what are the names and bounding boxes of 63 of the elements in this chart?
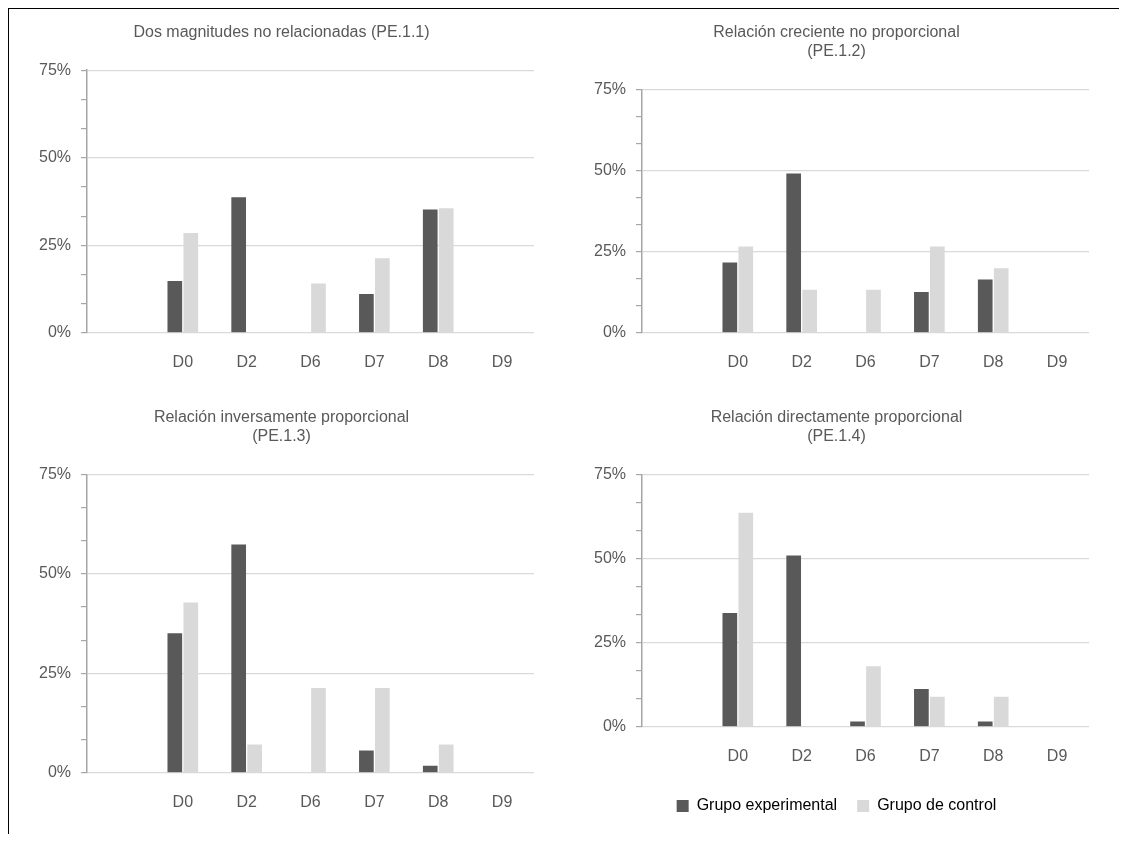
bar	[359, 750, 374, 773]
bar	[231, 197, 247, 333]
x-tick-label: D6	[300, 352, 321, 370]
y-tick-label: 75%	[593, 79, 627, 97]
y-tick-label: 50%	[38, 148, 72, 166]
y-tick-label: 75%	[38, 60, 72, 78]
bar	[786, 173, 802, 333]
y-tick-label: 25%	[593, 633, 627, 651]
x-tick-label: D2	[236, 352, 257, 370]
x-tick-label: D7	[364, 352, 385, 370]
y-tick-label: 50%	[593, 548, 627, 566]
bar	[914, 291, 929, 333]
y-tick-label: 0%	[47, 763, 72, 781]
y-tick-label: 0%	[47, 323, 72, 341]
y-tick-label: 75%	[593, 464, 627, 482]
y-tick-label: 25%	[38, 235, 72, 253]
bar	[914, 689, 929, 727]
x-tick-label: D0	[172, 792, 194, 810]
x-tick-label: D9	[1046, 746, 1068, 764]
x-tick-label: D0	[727, 352, 749, 370]
y-tick-label: 50%	[593, 160, 627, 178]
legend-label: Grupo experimental	[696, 796, 838, 814]
bar	[167, 633, 183, 773]
bar	[722, 262, 738, 333]
chart-title: Relación directamente proporcional (PE.1.4)	[710, 408, 963, 445]
y-tick-label: 25%	[593, 242, 627, 260]
x-tick-label: D8	[982, 352, 1004, 370]
x-tick-label: D7	[364, 792, 385, 810]
bar	[359, 293, 374, 333]
y-tick-label: 25%	[38, 663, 72, 681]
chart-title: Relación creciente no proporcional (PE.1.2)	[713, 23, 960, 60]
y-tick-label: 50%	[38, 564, 72, 582]
x-tick-label: D7	[919, 746, 940, 764]
bar	[422, 209, 438, 333]
x-tick-label: D6	[855, 352, 876, 370]
bar	[231, 544, 247, 773]
bar	[786, 555, 802, 727]
x-tick-label: D7	[919, 352, 940, 370]
x-tick-label: D9	[491, 792, 513, 810]
bar	[422, 765, 438, 773]
x-tick-label: D6	[855, 746, 876, 764]
x-tick-label: D2	[791, 746, 812, 764]
x-tick-label: D2	[791, 352, 812, 370]
x-tick-label: D8	[427, 792, 449, 810]
x-tick-label: D0	[727, 746, 749, 764]
bar	[977, 279, 993, 333]
y-tick-label: 0%	[602, 717, 627, 735]
x-tick-label: D6	[300, 792, 321, 810]
x-tick-label: D8	[982, 746, 1004, 764]
bar	[167, 280, 183, 333]
bar	[977, 721, 993, 727]
x-tick-label: D0	[172, 352, 194, 370]
y-tick-label: 0%	[602, 323, 627, 341]
bar	[850, 721, 865, 727]
chart-title: Relación inversamente proporcional (PE.1.3)	[153, 408, 410, 445]
bar	[722, 613, 738, 727]
x-tick-label: D2	[236, 792, 257, 810]
chart-title: Dos magnitudes no relacionadas (PE.1.1)	[133, 23, 430, 41]
legend-label: Grupo de control	[877, 796, 997, 814]
y-tick-label: 75%	[38, 464, 72, 482]
x-tick-label: D9	[1046, 352, 1068, 370]
x-tick-label: D8	[427, 352, 449, 370]
x-tick-label: D9	[491, 352, 513, 370]
